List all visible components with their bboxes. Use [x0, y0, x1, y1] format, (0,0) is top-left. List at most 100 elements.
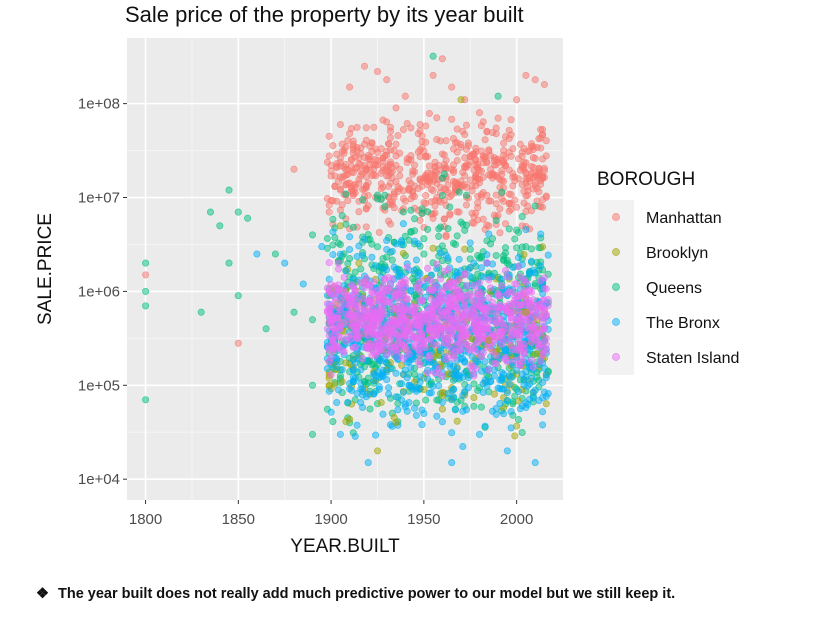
point-staten-island	[500, 322, 508, 330]
point-the-bronx	[364, 459, 372, 467]
point-queens	[244, 214, 252, 222]
point-manhattan	[444, 181, 452, 189]
point-the-bronx	[385, 390, 393, 398]
point-the-bronx	[433, 412, 441, 420]
point-queens	[422, 396, 430, 404]
point-brooklyn	[485, 336, 493, 345]
point-the-bronx	[459, 442, 467, 451]
point-the-bronx	[477, 264, 485, 272]
y-tick-label: 1e+06	[78, 283, 120, 300]
point-staten-island	[468, 297, 476, 305]
point-staten-island	[436, 307, 445, 315]
point-the-bronx	[416, 373, 424, 381]
point-queens	[357, 265, 365, 273]
point-manhattan	[520, 199, 528, 207]
point-the-bronx	[479, 388, 487, 397]
point-the-bronx	[444, 389, 452, 398]
point-manhattan	[542, 137, 550, 145]
point-staten-island	[535, 302, 543, 310]
point-manhattan	[485, 222, 493, 230]
point-the-bronx	[537, 230, 545, 238]
point-staten-island	[527, 288, 536, 296]
point-the-bronx	[416, 270, 424, 278]
point-manhattan	[496, 205, 504, 213]
point-the-bronx	[518, 370, 526, 378]
point-staten-island	[470, 316, 478, 324]
point-the-bronx	[398, 380, 406, 388]
point-manhattan	[472, 182, 480, 190]
point-staten-island	[399, 355, 407, 363]
point-manhattan	[492, 200, 500, 208]
point-the-bronx	[370, 370, 378, 378]
point-manhattan	[433, 114, 441, 122]
point-staten-island	[503, 273, 511, 281]
point-the-bronx	[392, 393, 400, 401]
point-staten-island	[360, 307, 369, 315]
point-the-bronx	[379, 366, 387, 374]
point-manhattan	[505, 166, 513, 174]
point-manhattan	[492, 124, 500, 132]
point-manhattan	[142, 271, 150, 279]
point-manhattan	[453, 156, 461, 165]
point-the-bronx	[375, 383, 383, 391]
point-staten-island	[370, 278, 378, 286]
point-the-bronx	[347, 386, 356, 394]
point-the-bronx	[392, 353, 400, 361]
point-the-bronx	[349, 275, 357, 283]
point-staten-island	[474, 337, 482, 345]
point-brooklyn	[377, 399, 385, 407]
y-tick-label: 1e+08	[78, 96, 120, 113]
point-manhattan	[451, 178, 459, 186]
point-staten-island	[485, 276, 493, 284]
point-the-bronx	[466, 239, 474, 247]
point-staten-island	[327, 280, 335, 289]
point-the-bronx	[505, 372, 513, 380]
point-manhattan	[505, 200, 513, 208]
point-the-bronx	[505, 380, 513, 388]
point-brooklyn	[490, 390, 498, 398]
point-queens	[308, 231, 317, 239]
y-tick-label: 1e+05	[78, 377, 120, 394]
point-staten-island	[492, 360, 500, 368]
point-staten-island	[516, 347, 524, 355]
point-manhattan	[338, 140, 346, 148]
point-staten-island	[340, 319, 348, 327]
point-staten-island	[446, 338, 454, 346]
point-the-bronx	[531, 459, 539, 467]
point-manhattan	[368, 172, 376, 180]
point-staten-island	[537, 357, 545, 365]
point-queens	[234, 208, 242, 216]
point-staten-island	[336, 325, 344, 333]
point-manhattan	[386, 134, 395, 142]
point-queens	[336, 240, 344, 249]
point-staten-island	[503, 358, 511, 366]
point-the-bronx	[407, 287, 415, 295]
point-manhattan	[344, 136, 352, 145]
point-staten-island	[364, 296, 372, 305]
point-manhattan	[483, 191, 491, 199]
point-staten-island	[334, 311, 343, 319]
y-tick-label: 1e+04	[78, 471, 120, 488]
point-the-bronx	[455, 255, 463, 263]
point-staten-island	[392, 288, 400, 296]
point-staten-island	[446, 324, 454, 332]
point-the-bronx	[346, 233, 354, 241]
point-manhattan	[436, 183, 445, 191]
point-manhattan	[501, 220, 510, 228]
legend: Manhattan Brooklyn Queens The Bronx Staten I…	[598, 200, 739, 375]
point-manhattan	[429, 214, 437, 222]
point-queens	[492, 251, 500, 260]
point-staten-island	[448, 311, 456, 320]
point-manhattan	[392, 104, 400, 112]
point-staten-island	[516, 320, 524, 328]
point-manhattan	[507, 116, 515, 124]
point-queens	[477, 403, 485, 411]
point-staten-island	[364, 331, 372, 340]
point-the-bronx	[514, 254, 523, 262]
point-brooklyn	[338, 378, 346, 386]
point-the-bronx	[438, 398, 446, 406]
point-staten-island	[503, 308, 511, 316]
legend-label: Staten Island	[646, 350, 739, 367]
point-brooklyn	[522, 308, 530, 316]
point-manhattan	[498, 167, 506, 175]
